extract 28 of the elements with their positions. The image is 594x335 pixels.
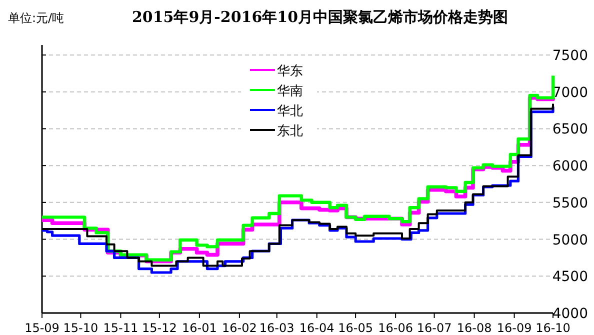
x-tick-label: 16-08	[456, 321, 492, 335]
x-tick-label: 15-12	[142, 321, 177, 335]
legend-label: 华北	[277, 104, 303, 119]
x-tick-label: 15-10	[63, 321, 98, 335]
x-tick-label: 16-02	[222, 321, 257, 335]
y-tick-label: 4500	[552, 269, 588, 286]
legend-label: 华南	[277, 84, 303, 99]
y-tick-label: 7500	[552, 48, 588, 64]
y-axis-title: 单位:元/吨	[8, 11, 64, 25]
x-tick-label: 15-11	[103, 321, 138, 335]
x-tick-label: 16-01	[182, 321, 217, 335]
y-tick-label: 6000	[552, 158, 588, 175]
x-tick-label: 16-06	[378, 321, 414, 335]
legend-label: 华东	[277, 64, 303, 79]
legend-label: 东北	[277, 124, 303, 139]
x-tick-label: 16-10	[536, 321, 570, 335]
x-tick-label: 16-09	[496, 321, 532, 335]
y-tick-label: 5000	[552, 232, 588, 248]
x-tick-label: 16-07	[416, 321, 452, 335]
y-tick-label: 5500	[552, 195, 588, 212]
x-tick-label: 16-03	[259, 321, 294, 335]
y-tick-label: 4000	[552, 306, 588, 322]
chart-title: 2015年9月-2016年10月中国聚氯乙烯市场价格走势图	[132, 8, 508, 26]
y-tick-label: 7000	[552, 84, 588, 101]
x-tick-label: 16-05	[338, 321, 374, 335]
x-tick-label: 16-04	[299, 321, 334, 335]
x-tick-label: 15-09	[24, 321, 60, 335]
y-tick-label: 6500	[552, 122, 588, 138]
